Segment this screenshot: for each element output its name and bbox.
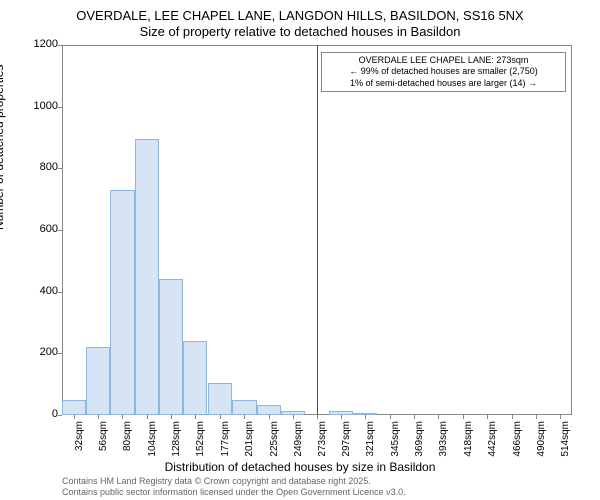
y-tick-label: 400: [18, 285, 58, 297]
histogram-bar: [159, 279, 183, 415]
x-tick-label: 56sqm: [98, 421, 109, 461]
y-tick-mark: [58, 168, 62, 169]
x-tick-label: 177sqm: [220, 421, 231, 461]
histogram-bar: [110, 190, 134, 415]
x-tick-mark: [365, 415, 366, 419]
x-tick-label: 152sqm: [195, 421, 206, 461]
x-tick-label: 442sqm: [487, 421, 498, 461]
y-tick-label: 200: [18, 346, 58, 358]
x-tick-label: 466sqm: [512, 421, 523, 461]
x-tick-label: 297sqm: [341, 421, 352, 461]
y-axis-label: Number of detached properties: [0, 65, 6, 230]
histogram-bar: [208, 383, 232, 415]
x-tick-label: 80sqm: [122, 421, 133, 461]
x-tick-mark: [171, 415, 172, 419]
y-tick-mark: [58, 230, 62, 231]
y-tick-label: 1200: [18, 38, 58, 50]
x-tick-mark: [147, 415, 148, 419]
y-tick-mark: [58, 45, 62, 46]
x-tick-mark: [293, 415, 294, 419]
histogram-chart: OVERDALE, LEE CHAPEL LANE, LANGDON HILLS…: [0, 0, 600, 500]
x-tick-mark: [390, 415, 391, 419]
x-tick-mark: [512, 415, 513, 419]
reference-line: [317, 45, 318, 415]
y-tick-label: 600: [18, 223, 58, 235]
x-tick-label: 128sqm: [171, 421, 182, 461]
x-tick-label: 225sqm: [269, 421, 280, 461]
x-tick-label: 321sqm: [365, 421, 376, 461]
histogram-bar: [62, 400, 86, 415]
histogram-bar: [257, 405, 281, 415]
annotation-line3: 1% of semi-detached houses are larger (1…: [326, 78, 561, 89]
x-tick-label: 201sqm: [244, 421, 255, 461]
histogram-bar: [281, 411, 305, 415]
x-tick-mark: [74, 415, 75, 419]
x-tick-mark: [220, 415, 221, 419]
x-tick-label: 393sqm: [438, 421, 449, 461]
x-axis-label: Distribution of detached houses by size …: [0, 460, 600, 474]
y-tick-label: 0: [18, 408, 58, 420]
x-tick-label: 514sqm: [560, 421, 571, 461]
chart-title-line2: Size of property relative to detached ho…: [0, 24, 600, 39]
x-tick-label: 104sqm: [147, 421, 158, 461]
x-tick-mark: [414, 415, 415, 419]
histogram-bar: [135, 139, 159, 415]
footer-line2: Contains public sector information licen…: [62, 487, 406, 497]
x-tick-label: 490sqm: [536, 421, 547, 461]
annotation-box: OVERDALE LEE CHAPEL LANE: 273sqm ← 99% o…: [321, 52, 566, 92]
x-tick-label: 249sqm: [293, 421, 304, 461]
annotation-line1: OVERDALE LEE CHAPEL LANE: 273sqm: [326, 55, 561, 66]
y-tick-mark: [58, 292, 62, 293]
x-tick-label: 32sqm: [74, 421, 85, 461]
histogram-bar: [183, 341, 207, 415]
x-tick-mark: [122, 415, 123, 419]
histogram-bar: [86, 347, 110, 415]
x-tick-mark: [438, 415, 439, 419]
x-tick-mark: [244, 415, 245, 419]
histogram-bar: [329, 411, 353, 415]
chart-title-line1: OVERDALE, LEE CHAPEL LANE, LANGDON HILLS…: [0, 8, 600, 23]
histogram-bar: [232, 400, 256, 415]
histogram-bar: [353, 413, 377, 415]
x-tick-label: 273sqm: [317, 421, 328, 461]
y-tick-label: 1000: [18, 100, 58, 112]
x-tick-mark: [463, 415, 464, 419]
annotation-line2: ← 99% of detached houses are smaller (2,…: [326, 66, 561, 77]
x-tick-mark: [560, 415, 561, 419]
x-tick-label: 345sqm: [390, 421, 401, 461]
x-tick-label: 418sqm: [463, 421, 474, 461]
y-tick-label: 800: [18, 161, 58, 173]
y-tick-mark: [58, 353, 62, 354]
x-tick-mark: [98, 415, 99, 419]
x-tick-mark: [536, 415, 537, 419]
x-tick-mark: [269, 415, 270, 419]
footer-line1: Contains HM Land Registry data © Crown c…: [62, 476, 371, 486]
y-tick-mark: [58, 107, 62, 108]
y-tick-mark: [58, 415, 62, 416]
x-tick-label: 369sqm: [414, 421, 425, 461]
x-tick-mark: [487, 415, 488, 419]
x-tick-mark: [341, 415, 342, 419]
x-tick-mark: [195, 415, 196, 419]
x-tick-mark: [317, 415, 318, 419]
